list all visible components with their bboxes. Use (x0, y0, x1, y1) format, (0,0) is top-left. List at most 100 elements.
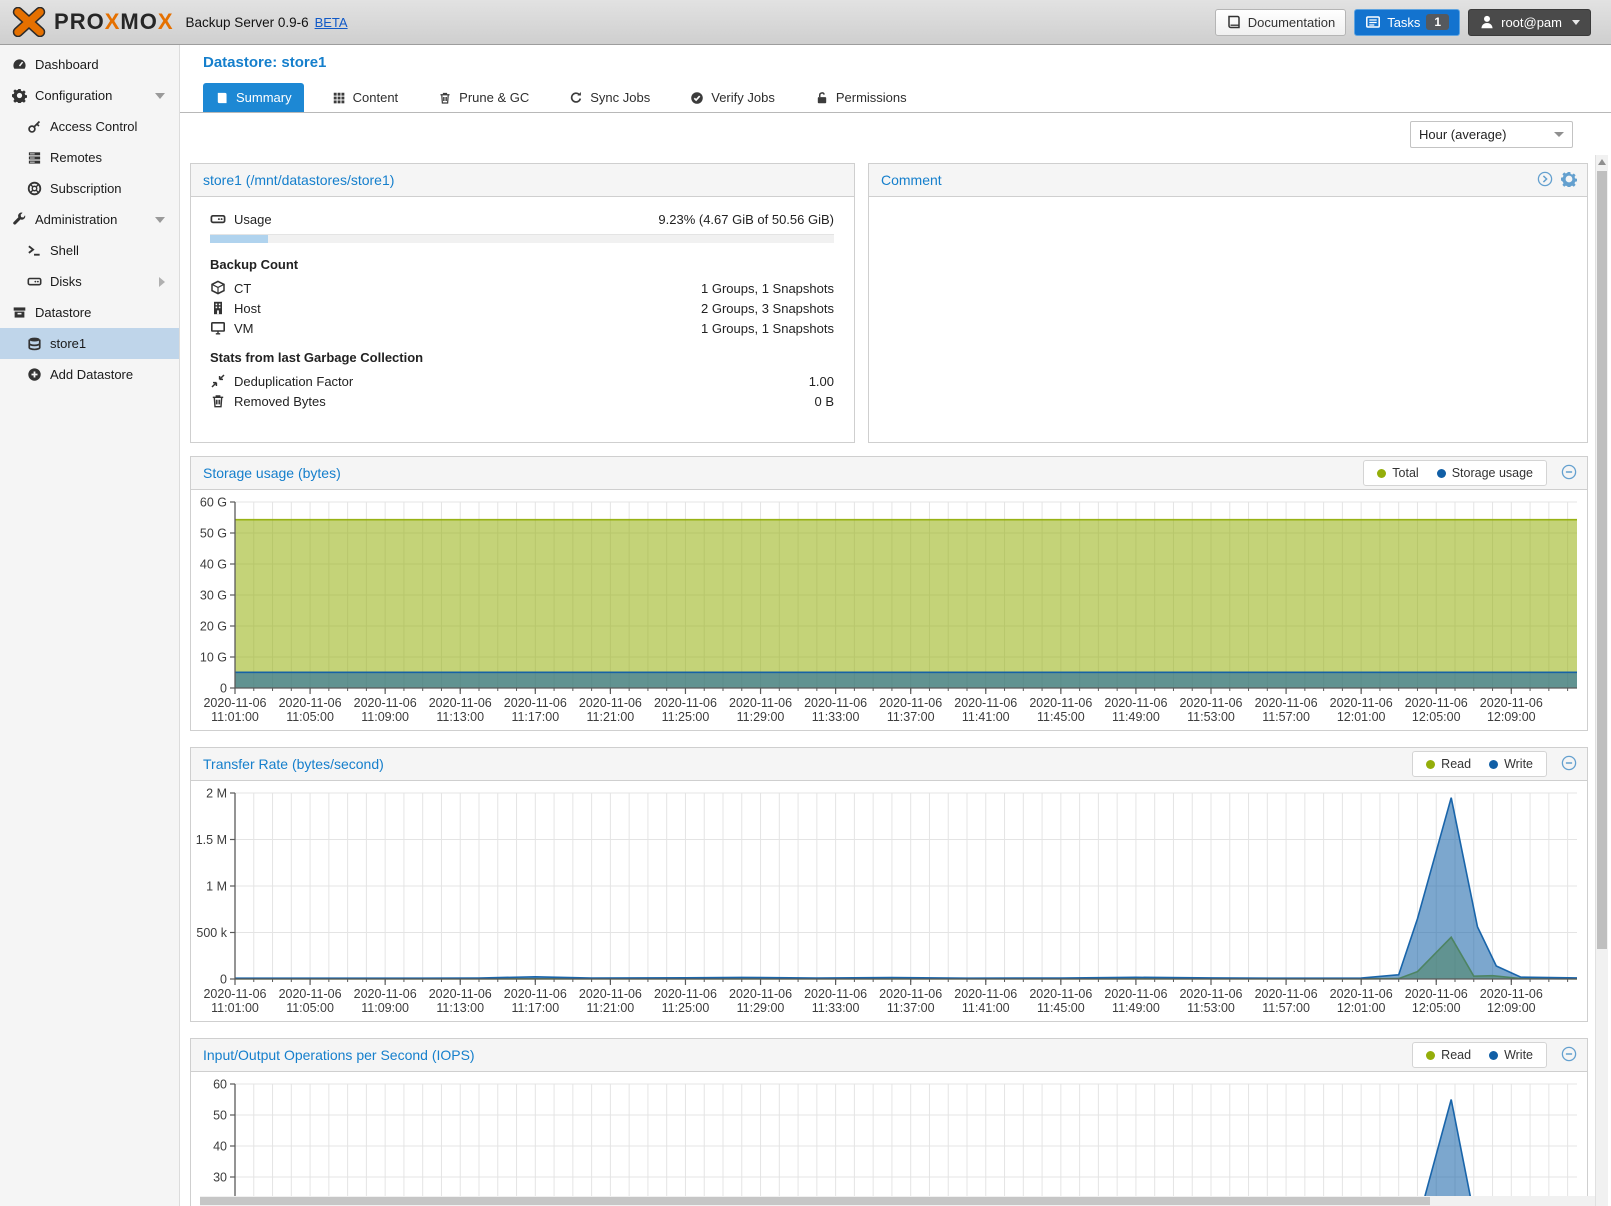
tab-content[interactable]: Content (320, 83, 411, 112)
svg-text:2020-11-06: 2020-11-06 (203, 696, 266, 710)
svg-text:40: 40 (213, 1140, 227, 1154)
sidebar-item-store1[interactable]: store1 (0, 328, 179, 359)
tasks-button[interactable]: Tasks 1 (1354, 9, 1460, 36)
sidebar-item-label: Disks (50, 274, 82, 289)
horizontal-scrollbar[interactable] (200, 1196, 1598, 1206)
vertical-scrollbar-thumb[interactable] (1597, 171, 1607, 949)
svg-text:11:41:00: 11:41:00 (962, 710, 1010, 724)
svg-text:40 G: 40 G (200, 558, 227, 572)
user-menu-button[interactable]: root@pam (1468, 9, 1591, 36)
tab-permissions[interactable]: Permissions (803, 83, 919, 112)
book-icon (1226, 14, 1242, 30)
sidebar-item-label: Shell (50, 243, 79, 258)
svg-text:11:25:00: 11:25:00 (662, 1001, 710, 1015)
sidebar-item-label: store1 (50, 336, 86, 351)
vertical-scrollbar[interactable] (1595, 155, 1608, 1206)
sidebar-item-datastore[interactable]: Datastore (0, 297, 179, 328)
svg-text:2020-11-06: 2020-11-06 (579, 696, 642, 710)
documentation-button[interactable]: Documentation (1215, 9, 1346, 36)
svg-text:500 k: 500 k (196, 926, 227, 940)
plus-circle-icon (27, 367, 42, 382)
legend-item-total[interactable]: Total (1368, 466, 1427, 480)
legend-item-storage-usage[interactable]: Storage usage (1428, 466, 1542, 480)
svg-text:2020-11-06: 2020-11-06 (1179, 987, 1242, 1001)
ct-value: 1 Groups, 1 Snapshots (701, 281, 834, 296)
svg-text:2020-11-06: 2020-11-06 (1104, 696, 1167, 710)
sidebar-item-configuration[interactable]: Configuration (0, 80, 179, 111)
time-range-select[interactable]: Hour (average) (1410, 121, 1573, 148)
chevron-down-icon[interactable] (155, 93, 165, 99)
sidebar-item-remotes[interactable]: Remotes (0, 142, 179, 173)
svg-text:30 G: 30 G (200, 589, 227, 603)
legend-item-read[interactable]: Read (1417, 757, 1480, 771)
svg-text:0: 0 (220, 682, 227, 696)
comment-panel-header: Comment (869, 164, 1587, 197)
settings-button[interactable] (1561, 171, 1577, 190)
horizontal-scrollbar-thumb[interactable] (200, 1197, 1430, 1205)
sidebar-item-dashboard[interactable]: Dashboard (0, 49, 179, 80)
gear-icon (1561, 171, 1577, 190)
collapse-panel-button[interactable] (1561, 464, 1577, 483)
sidebar-item-shell[interactable]: Shell (0, 235, 179, 266)
tab-sync-jobs[interactable]: Sync Jobs (557, 83, 662, 112)
usage-progress-fill (210, 235, 268, 243)
book-icon (215, 91, 229, 105)
svg-text:1.5 M: 1.5 M (196, 833, 227, 847)
svg-text:11:41:00: 11:41:00 (962, 1001, 1010, 1015)
collapse-panel-button[interactable] (1561, 1046, 1577, 1065)
legend-item-write[interactable]: Write (1480, 757, 1542, 771)
edit-comment-button[interactable] (1537, 171, 1553, 190)
key-icon (27, 119, 42, 134)
legend-item-read[interactable]: Read (1417, 1048, 1480, 1062)
svg-text:11:29:00: 11:29:00 (737, 710, 785, 724)
tab-label: Permissions (836, 90, 907, 105)
svg-text:2020-11-06: 2020-11-06 (1104, 987, 1167, 1001)
svg-text:11:21:00: 11:21:00 (587, 1001, 635, 1015)
sidebar-item-add-datastore[interactable]: Add Datastore (0, 359, 179, 390)
svg-text:11:53:00: 11:53:00 (1187, 1001, 1235, 1015)
host-row: Host 2 Groups, 3 Snapshots (210, 300, 834, 316)
hdd-icon (27, 274, 42, 289)
svg-text:30: 30 (213, 1171, 227, 1185)
sidebar-item-label: Add Datastore (50, 367, 133, 382)
tasks-label: Tasks (1387, 15, 1420, 30)
svg-text:20 G: 20 G (200, 620, 227, 634)
main-content: Datastore: store1 SummaryContentPrune & … (180, 45, 1611, 1206)
comment-content (869, 197, 1587, 211)
legend-label: Total (1392, 466, 1418, 480)
svg-text:2020-11-06: 2020-11-06 (504, 696, 567, 710)
chevron-down-icon[interactable] (155, 217, 165, 223)
sidebar-item-administration[interactable]: Administration (0, 204, 179, 235)
summary-panel-title: store1 (/mnt/datastores/store1) (203, 172, 394, 188)
svg-text:2020-11-06: 2020-11-06 (1330, 987, 1393, 1001)
legend-item-write[interactable]: Write (1480, 1048, 1542, 1062)
scroll-up-button[interactable] (1596, 155, 1608, 169)
compress-icon (210, 373, 226, 389)
usage-progress-bar (210, 234, 834, 243)
storage-usage-chart-panel: Storage usage (bytes) TotalStorage usage… (190, 456, 1588, 731)
svg-text:11:09:00: 11:09:00 (361, 710, 409, 724)
svg-text:11:37:00: 11:37:00 (887, 1001, 935, 1015)
ct-row: CT 1 Groups, 1 Snapshots (210, 280, 834, 296)
tab-prune-gc[interactable]: Prune & GC (426, 83, 541, 112)
sidebar-item-disks[interactable]: Disks (0, 266, 179, 297)
sidebar-item-label: Datastore (35, 305, 91, 320)
cube-icon (210, 280, 226, 296)
svg-text:11:09:00: 11:09:00 (361, 1001, 409, 1015)
tab-summary[interactable]: Summary (203, 83, 304, 112)
svg-text:2020-11-06: 2020-11-06 (429, 696, 492, 710)
trash-icon (210, 393, 226, 409)
beta-link[interactable]: BETA (315, 15, 348, 30)
svg-text:2020-11-06: 2020-11-06 (879, 987, 942, 1001)
svg-text:11:17:00: 11:17:00 (511, 710, 559, 724)
removed-bytes-label: Removed Bytes (234, 394, 326, 409)
tab-bar: Summary Content Prune & GC Sync Jobs Verify … (203, 83, 919, 112)
product-version: Backup Server 0.9-6 (186, 15, 309, 30)
dedup-row: Deduplication Factor 1.00 (210, 373, 834, 389)
chevron-right-icon[interactable] (159, 277, 165, 287)
collapse-panel-button[interactable] (1561, 755, 1577, 774)
tab-verify-jobs[interactable]: Verify Jobs (678, 83, 787, 112)
chevron-down-icon (1572, 20, 1580, 25)
sidebar-item-access-control[interactable]: Access Control (0, 111, 179, 142)
sidebar-item-subscription[interactable]: Subscription (0, 173, 179, 204)
